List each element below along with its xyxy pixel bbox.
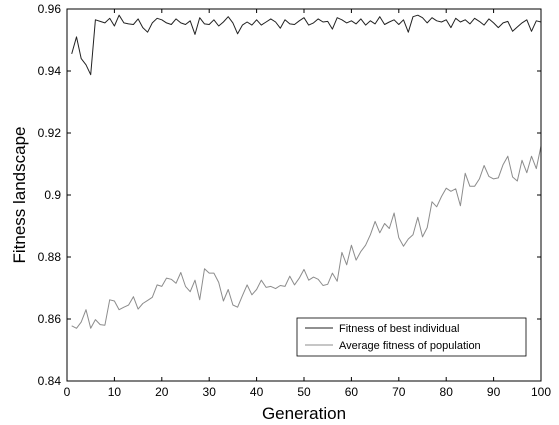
y-tick-label-0: 0.84 [38, 374, 62, 388]
legend: Fitness of best individual Average fitne… [296, 317, 527, 357]
y-tick-label-4: 0.92 [38, 126, 62, 140]
x-tick-label-5: 50 [297, 385, 311, 399]
x-tick-label-10: 100 [531, 385, 551, 399]
axis-tick-labels: 0 10 20 30 40 50 60 70 80 90 100 0.84 0.86 0.88 0.9 0.9… [38, 2, 552, 399]
legend-label-average: Average fitness of population [339, 340, 481, 352]
x-tick-label-4: 40 [250, 385, 264, 399]
x-tick-label-1: 10 [108, 385, 122, 399]
series-average-population [71, 145, 542, 329]
y-tick-label-2: 0.88 [38, 250, 62, 264]
x-tick-label-7: 70 [392, 385, 406, 399]
x-tick-label-3: 30 [203, 385, 217, 399]
x-tick-label-0: 0 [64, 385, 71, 399]
x-tick-label-6: 60 [345, 385, 359, 399]
x-tick-label-8: 80 [440, 385, 454, 399]
x-tick-label-9: 90 [487, 385, 501, 399]
y-tick-label-1: 0.86 [38, 312, 62, 326]
axis-ticks [66, 8, 542, 382]
x-tick-label-2: 20 [155, 385, 169, 399]
series-layer [71, 14, 542, 329]
y-tick-label-3: 0.9 [44, 188, 61, 202]
y-axis-label: Fitness landscape [10, 126, 29, 263]
x-axis-label: Generation [262, 404, 346, 423]
series-best-individual [71, 14, 542, 76]
y-tick-label-5: 0.94 [38, 64, 62, 78]
legend-label-best: Fitness of best individual [339, 323, 459, 335]
y-tick-label-6: 0.96 [38, 2, 62, 16]
legend-box [296, 317, 527, 357]
